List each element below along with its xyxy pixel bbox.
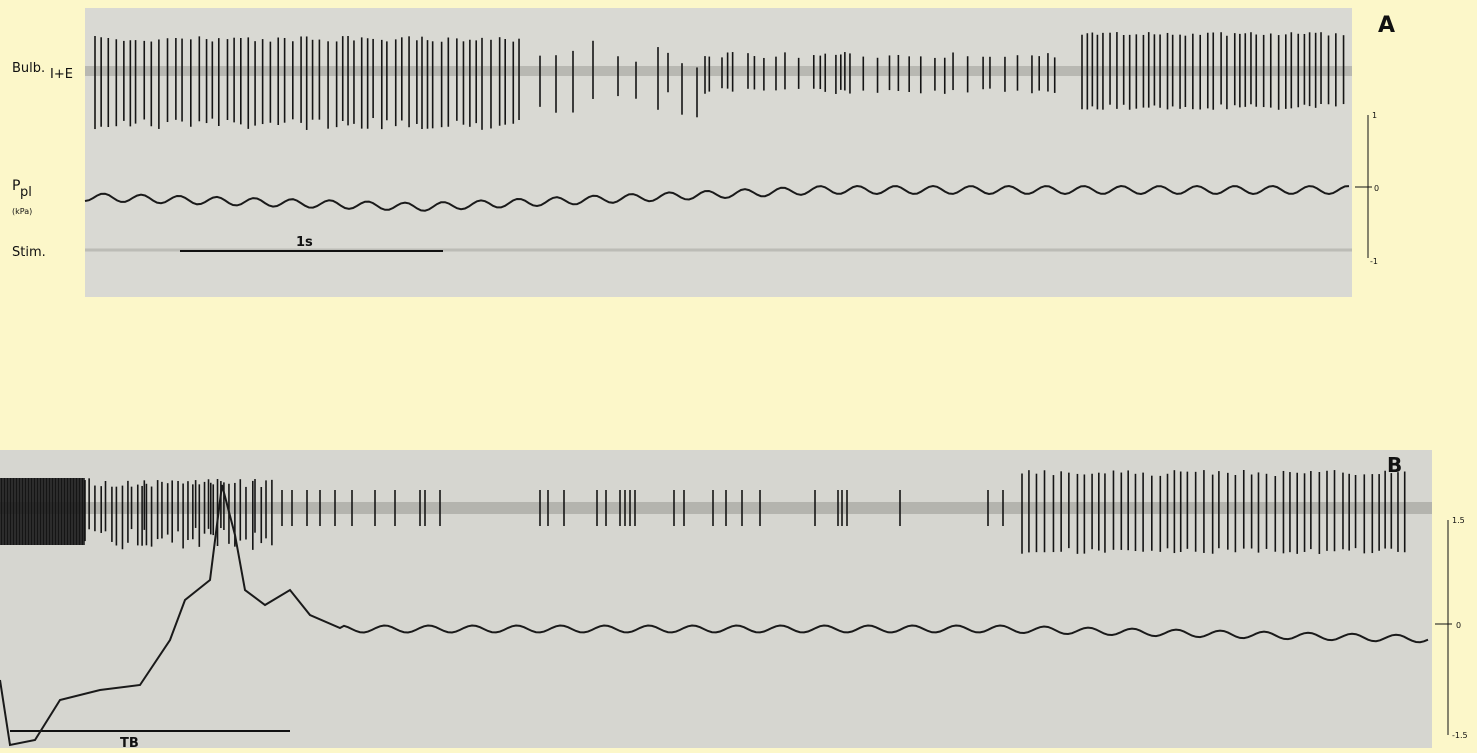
panel-b-baseline: [0, 502, 1432, 514]
scale-label: 1.5: [1452, 516, 1465, 525]
channel-label: I+E: [50, 67, 73, 82]
tb-label: TB: [120, 736, 139, 751]
panel-a-photo: [85, 8, 1352, 297]
scale-label: 0: [1456, 621, 1461, 630]
scale-label: -1.5: [1452, 731, 1468, 740]
channel-label: Stim.: [12, 245, 46, 260]
time-bar-label: 1s: [296, 235, 313, 250]
panel-a-baseline: [85, 66, 1352, 76]
channel-label: pl: [20, 185, 32, 200]
unit-label: (kPa): [12, 207, 32, 216]
panel-label: B: [1387, 453, 1402, 477]
scale-label: 0: [1374, 184, 1379, 193]
panel-label: A: [1378, 13, 1395, 38]
figure: A B Bulb. I+E P pl (kPa) Stim. 1s TB 1 0…: [0, 0, 1477, 753]
channel-label: Bulb.: [12, 61, 45, 76]
panel-b-photo: [0, 450, 1432, 748]
scale-label: -1: [1370, 257, 1378, 266]
scale-label: 1: [1372, 111, 1377, 120]
